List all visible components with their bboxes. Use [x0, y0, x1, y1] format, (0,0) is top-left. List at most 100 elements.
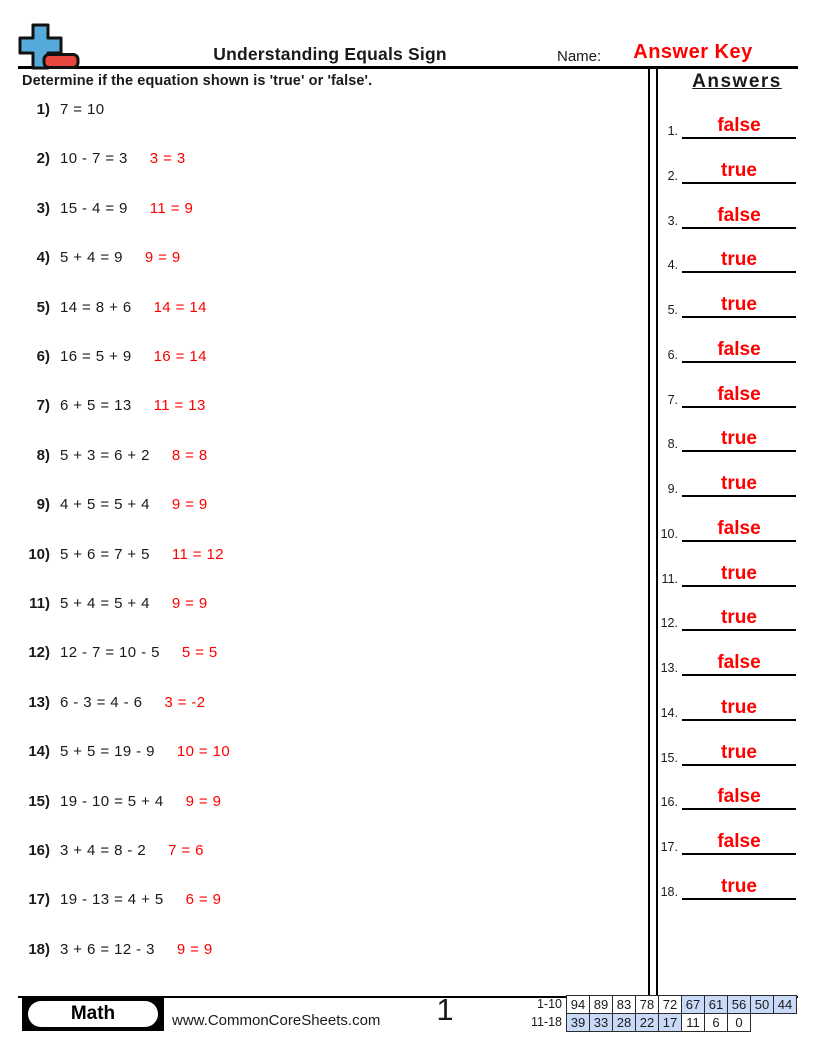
answer-blank-line: true — [682, 473, 796, 498]
question-equation: 5 + 3 = 6 + 2 — [60, 446, 150, 464]
answer-row: 1. false — [646, 115, 796, 139]
question-evaluation: 6 = 9 — [185, 891, 222, 909]
question-evaluation: 11 = 9 — [149, 199, 194, 217]
question-number: 10) — [28, 545, 50, 563]
answer-blank-line: true — [682, 563, 796, 587]
answer-blank-line: false — [682, 652, 796, 677]
score-cell: 78 — [635, 995, 659, 1014]
question-number: 6) — [36, 348, 50, 365]
answer-row: 16. false — [646, 786, 796, 811]
score-table: 1-10 94 89 83 78 72 67 61 56 50 44 11-18 39 33 28 22… — [524, 995, 797, 1032]
answer-number: 7. — [667, 392, 678, 407]
answer-row: 8. true — [646, 428, 796, 453]
question-evaluation: 11 = 13 — [153, 397, 206, 415]
question-equation: 6 - 3 = 4 - 6 — [60, 693, 143, 711]
question-number: 8) — [36, 446, 50, 464]
question-row: 14) 5 + 5 = 19 - 9 10 = 10 — [22, 743, 230, 760]
question-row: 13) 6 - 3 = 4 - 6 3 = -2 — [22, 694, 206, 711]
answer-value: false — [717, 831, 761, 853]
question-equation: 4 + 5 = 5 + 4 — [60, 496, 150, 514]
score-cell: 50 — [750, 995, 774, 1014]
score-cell: 94 — [566, 995, 590, 1014]
answer-number: 6. — [667, 347, 678, 362]
answer-value: true — [721, 562, 757, 584]
score-row-label: 11-18 — [530, 1015, 562, 1029]
answer-blank-line: false — [682, 384, 796, 408]
answer-value: false — [717, 786, 761, 808]
question-row: 2) 10 - 7 = 3 3 = 3 — [22, 150, 186, 167]
answer-row: 17. false — [646, 831, 796, 856]
answer-blank-line: true — [682, 428, 796, 453]
answer-row: 9. true — [646, 473, 796, 498]
question-number: 13) — [28, 693, 50, 711]
question-number: 18) — [28, 940, 50, 958]
question-evaluation: 16 = 14 — [153, 348, 207, 365]
question-row: 9) 4 + 5 = 5 + 4 9 = 9 — [22, 496, 208, 513]
question-evaluation: 11 = 12 — [171, 545, 225, 563]
question-equation: 10 - 7 = 3 — [60, 150, 128, 168]
question-row: 1) 7 = 10 — [22, 101, 127, 118]
question-number: 2) — [36, 150, 50, 168]
question-evaluation: 8 = 8 — [171, 446, 208, 464]
answer-row: 4. true — [646, 249, 796, 274]
answers-divider-line — [656, 69, 658, 997]
instruction-text: Determine if the equation shown is 'true… — [22, 73, 373, 89]
score-cell: 72 — [658, 995, 682, 1014]
score-cell: 44 — [773, 995, 797, 1014]
score-cell: 56 — [727, 995, 751, 1014]
answer-value: true — [721, 294, 757, 316]
question-equation: 5 + 6 = 7 + 5 — [60, 545, 150, 563]
question-row: 18) 3 + 6 = 12 - 3 9 = 9 — [22, 941, 213, 958]
question-number: 7) — [36, 397, 50, 415]
question-evaluation: 14 = 14 — [153, 298, 207, 316]
score-cell: 0 — [727, 1013, 751, 1032]
answer-number: 17. — [660, 840, 678, 855]
score-cell: 17 — [658, 1013, 682, 1032]
answer-value: false — [717, 115, 761, 136]
question-number: 9) — [36, 496, 50, 514]
answer-value: true — [721, 428, 757, 450]
answer-number: 10. — [660, 526, 678, 541]
answer-number: 4. — [667, 258, 678, 273]
answer-blank-line: false — [682, 205, 796, 229]
question-equation: 19 - 10 = 5 + 4 — [60, 792, 164, 810]
question-row: 6) 16 = 5 + 9 16 = 14 — [22, 348, 207, 365]
score-cell: 28 — [612, 1013, 636, 1032]
question-evaluation: 3 = -2 — [164, 693, 206, 711]
answer-number: 18. — [660, 884, 678, 899]
question-row: 15) 19 - 10 = 5 + 4 9 = 9 — [22, 793, 221, 810]
answer-blank-line: false — [682, 518, 796, 542]
plus-minus-logo-icon — [18, 23, 80, 70]
question-equation: 12 - 7 = 10 - 5 — [60, 644, 160, 662]
question-equation: 6 + 5 = 13 — [60, 397, 132, 415]
question-row: 12) 12 - 7 = 10 - 5 5 = 5 — [22, 644, 218, 661]
question-evaluation: 5 = 5 — [181, 644, 218, 662]
answer-number: 12. — [660, 616, 678, 631]
question-evaluation: 9 = 9 — [171, 595, 208, 612]
answer-row: 18. true — [646, 876, 796, 900]
question-equation: 16 = 5 + 9 — [60, 348, 132, 365]
score-row: 1-10 94 89 83 78 72 67 61 56 50 44 — [524, 995, 797, 1014]
score-cell: 22 — [635, 1013, 659, 1032]
answer-value: true — [721, 607, 757, 629]
answer-number: 9. — [667, 482, 678, 497]
answer-blank-line: false — [682, 786, 796, 811]
answer-value: true — [721, 741, 757, 763]
answer-blank-line: true — [682, 249, 796, 274]
score-row-label: 1-10 — [536, 997, 562, 1011]
question-row: 3) 15 - 4 = 9 11 = 9 — [22, 200, 193, 217]
score-cells: 94 89 83 78 72 67 61 56 50 44 — [566, 995, 797, 1014]
question-row: 11) 5 + 4 = 5 + 4 9 = 9 — [22, 595, 208, 612]
subject-badge-label: Math — [28, 1001, 158, 1027]
answer-blank-line: true — [682, 697, 796, 721]
answer-value: false — [717, 652, 761, 674]
answer-row: 13. false — [646, 652, 796, 677]
answer-value: true — [721, 696, 757, 718]
answer-blank-line: false — [682, 339, 796, 363]
score-cell: 61 — [704, 995, 728, 1014]
score-cell: 6 — [704, 1013, 728, 1032]
answer-blank-line: true — [682, 876, 796, 900]
answer-value: false — [717, 517, 761, 539]
header-divider-line — [18, 66, 798, 69]
